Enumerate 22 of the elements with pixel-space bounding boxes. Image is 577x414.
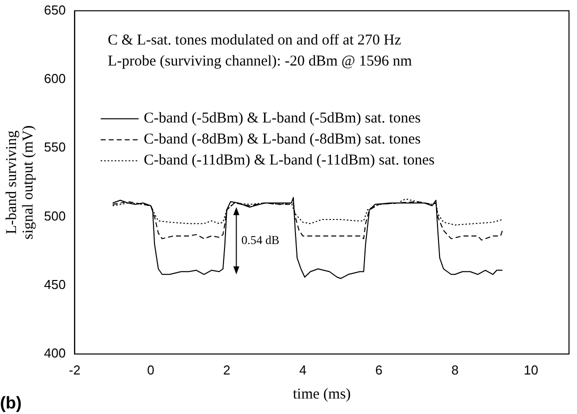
x-tick-label: 8 <box>451 362 459 378</box>
y-tick-label: 550 <box>44 140 66 155</box>
x-tick-label: 4 <box>299 362 306 378</box>
y-tick-label: 500 <box>44 208 66 224</box>
x-tick-label: 2 <box>223 362 230 378</box>
legend-label: C-band (-8dBm) & L-band (-8dBm) sat. tones <box>144 132 421 148</box>
legend-label: C-band (-5dBm) & L-band (-5dBm) sat. tones <box>144 110 421 127</box>
y-tick-label: 600 <box>44 71 66 86</box>
x-axis-title: time (ms) <box>292 386 351 403</box>
annotation: C & L-sat. tones modulated on and off at 270 Hz <box>108 32 402 49</box>
annotation: 0.54 dB <box>241 232 280 247</box>
y-tick-label: 650 <box>44 2 66 18</box>
annotation: L-probe (surviving channel): -20 dBm @ 1596 nm <box>108 54 412 70</box>
text: (b) <box>0 393 22 412</box>
x-tick-label: 6 <box>375 362 382 378</box>
x-tick-label: 10 <box>524 362 538 378</box>
x-tick-label: -2 <box>68 362 80 378</box>
legend-label: C-band (-11dBm) & L-band (-11dBm) sat. tones <box>144 152 435 169</box>
y-tick-label: 400 <box>44 346 66 361</box>
y-tick-label: 450 <box>44 276 66 292</box>
x-tick-label: 0 <box>147 362 154 378</box>
y-axis-title: L-band surviving signal output (mV) <box>4 125 37 240</box>
